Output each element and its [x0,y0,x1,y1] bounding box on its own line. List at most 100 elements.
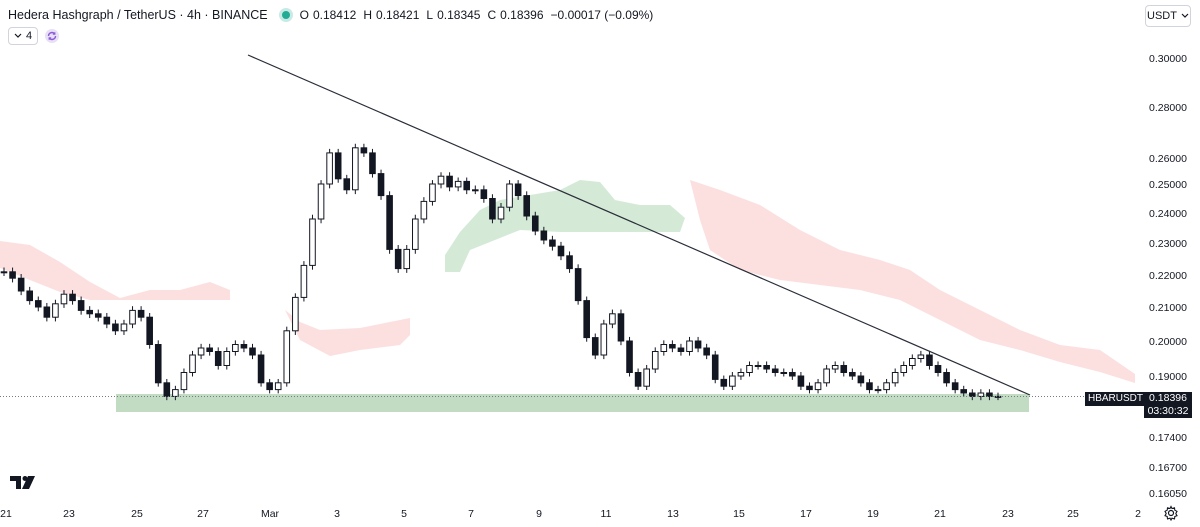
candle-body [823,368,830,384]
price-axis-label: 0.19000 [1149,371,1187,383]
candle-body [172,389,179,397]
tradingview-logo-icon[interactable] [9,472,41,492]
candle-body [531,215,539,232]
candle-body [129,309,136,325]
candle-body [917,354,925,359]
candle-body [849,372,856,377]
candle-body [617,313,625,342]
candle-body [197,347,205,356]
candle-body [806,385,813,391]
candle-body [77,300,85,311]
candle-body [968,392,976,397]
candle-body [694,340,702,349]
candle-body [446,175,453,188]
last-price-tag: 0.18396 03:30:32 [1144,392,1192,418]
candle-body [300,264,308,298]
time-axis-label: 13 [667,508,679,520]
candle-body [883,382,890,391]
candle-body [549,239,556,247]
price-axis-label: 0.26000 [1149,153,1187,165]
candle-body [514,183,522,197]
candle-body [540,230,548,241]
candle-body [463,180,471,191]
candle-body [480,189,488,200]
candle-body [112,323,119,332]
candle-body [831,365,839,370]
candle-body [600,323,608,356]
candle-body [677,347,685,352]
candle-body [34,300,42,308]
candle-body [609,313,616,325]
indicator-count: 4 [26,30,33,42]
candle-body [857,375,865,384]
candle-body [926,354,933,366]
chevron-down-icon [14,33,22,38]
candle-body [737,372,745,377]
price-axis-label: 0.16700 [1149,462,1187,474]
candle-body [909,358,916,366]
gear-icon[interactable] [1163,505,1179,521]
time-axis-label: 17 [800,508,812,520]
ohlc-values: O 0.18412 H 0.18421 L 0.18345 C 0.18396 −0.0… [300,8,654,22]
candle-body [292,296,299,332]
candle-body [266,382,273,391]
candle-body [814,382,822,391]
ohlc-open-key: O [299,8,309,22]
candle-body [729,375,736,387]
symbol-price-tag: HBARUSDT [1085,392,1147,406]
candle-body [163,382,171,397]
ohlc-close-key: C [487,8,497,22]
candle-body [797,375,805,387]
candle-body [43,306,51,318]
candle-body [566,255,573,270]
candle-body [206,347,213,352]
ohlc-low-value: 0.18345 [437,8,481,22]
candle-body [994,395,1002,398]
time-axis-label: 21 [934,508,946,520]
candle-body [154,344,162,384]
ohlc-high-key: H [363,8,373,22]
candle-body [874,389,882,392]
candle-body [943,372,950,384]
candle-body [9,271,16,279]
bar-countdown: 03:30:32 [1147,405,1189,417]
time-axis-label: Mar [261,508,280,520]
ohlc-high-value: 0.18421 [376,8,420,22]
candle-body [634,372,642,387]
candle-body [394,248,402,270]
time-axis-label: 7 [468,508,474,520]
candle-body [223,351,231,366]
candle-body [420,200,428,220]
sync-icon[interactable] [44,28,60,44]
time-axis-label: 23 [1002,508,1014,520]
candle-body [189,354,196,373]
candle-body [86,309,93,315]
candle-body [866,382,873,391]
candle-body [557,245,565,257]
time-axis-label: 11 [601,508,612,520]
symbol-title[interactable]: Hedera Hashgraph / TetherUS · 4h · BINAN… [8,8,268,22]
price-axis-label: 0.16050 [1149,488,1187,500]
time-axis-label: 9 [536,508,542,520]
candle-body [720,378,728,387]
candle-body [180,372,188,391]
price-change: −0.00017 (−0.09%) [550,8,654,22]
currency-selector[interactable]: USDT [1145,5,1191,27]
candle-body [711,354,719,380]
candle-body [643,368,650,387]
candle-body [17,277,25,292]
indicator-bar: 4 [8,27,60,45]
candle-body [763,365,770,370]
time-axis-label: 19 [867,508,879,520]
candle-body [386,195,393,250]
collapse-indicators-button[interactable]: 4 [8,27,39,45]
candle-body [94,313,102,318]
currency-label: USDT [1147,10,1177,22]
candle-body [780,372,788,374]
time-axis-label: 21 [0,508,12,520]
candle-body [703,347,710,356]
candle-body [891,372,899,384]
candle-body [317,183,325,220]
candle-body [343,178,351,191]
